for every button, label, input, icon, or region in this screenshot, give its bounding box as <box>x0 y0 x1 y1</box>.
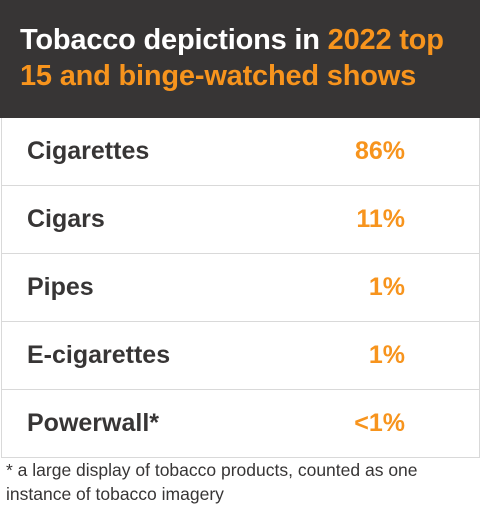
row-label: Powerwall* <box>27 409 159 437</box>
title-text: Tobacco depictions in <box>20 24 328 56</box>
row-value: <1% <box>354 409 405 437</box>
table-row: Powerwall* <1% <box>2 390 479 458</box>
header-title: Tobacco depictions in 2022 top 15 and bi… <box>20 22 460 94</box>
table-row: Cigarettes 86% <box>2 118 479 186</box>
row-label: Pipes <box>27 273 94 301</box>
row-value: 86% <box>354 137 405 165</box>
row-label: E-cigarettes <box>27 341 171 369</box>
row-value: 11% <box>356 205 405 233</box>
row-label: Cigars <box>27 205 105 233</box>
table-row: E-cigarettes 1% <box>2 322 479 390</box>
row-value: 1% <box>368 273 405 301</box>
footnote: * a large display of tobacco products, c… <box>6 460 418 504</box>
table-row: Cigars 11% <box>2 186 479 254</box>
row-label: Cigarettes <box>27 137 150 165</box>
header-banner: Tobacco depictions in 2022 top 15 and bi… <box>0 0 480 118</box>
data-table: Cigarettes 86% Cigars 11% Pipes 1% E-cig… <box>1 118 480 458</box>
table-row: Pipes 1% <box>2 254 479 322</box>
title-highlight: 2022 top 15 and binge-watched shows <box>20 24 444 92</box>
row-value: 1% <box>368 341 405 369</box>
